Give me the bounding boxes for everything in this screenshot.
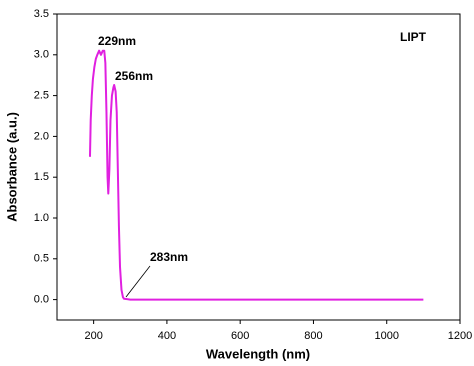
- x-tick-label: 400: [158, 330, 176, 342]
- annotation: 283nm: [150, 250, 188, 264]
- x-tick-label: 1000: [374, 330, 398, 342]
- y-tick-label: 0.0: [34, 294, 49, 306]
- x-axis-title: Wavelength (nm): [206, 346, 310, 361]
- y-tick-label: 3.5: [34, 8, 49, 20]
- y-tick-label: 1.5: [34, 171, 49, 183]
- y-tick-label: 0.5: [34, 253, 49, 265]
- annotation: 229nm: [98, 34, 136, 48]
- annotation: 256nm: [115, 69, 153, 83]
- y-tick-label: 1.0: [34, 212, 49, 224]
- data-line: [88, 49, 424, 301]
- series-label: LIPT: [400, 30, 427, 44]
- y-tick-label: 3.0: [34, 49, 49, 61]
- x-tick-label: 800: [304, 330, 322, 342]
- y-axis-title: Absorbance (a.u.): [4, 112, 19, 222]
- y-tick-label: 2.0: [34, 130, 49, 142]
- annotation-arrow: [125, 265, 151, 298]
- x-tick-label: 600: [231, 330, 249, 342]
- x-tick-label: 1200: [448, 330, 472, 342]
- plot-frame: [56, 13, 461, 321]
- y-tick-label: 2.5: [34, 90, 49, 102]
- x-tick-label: 200: [84, 330, 102, 342]
